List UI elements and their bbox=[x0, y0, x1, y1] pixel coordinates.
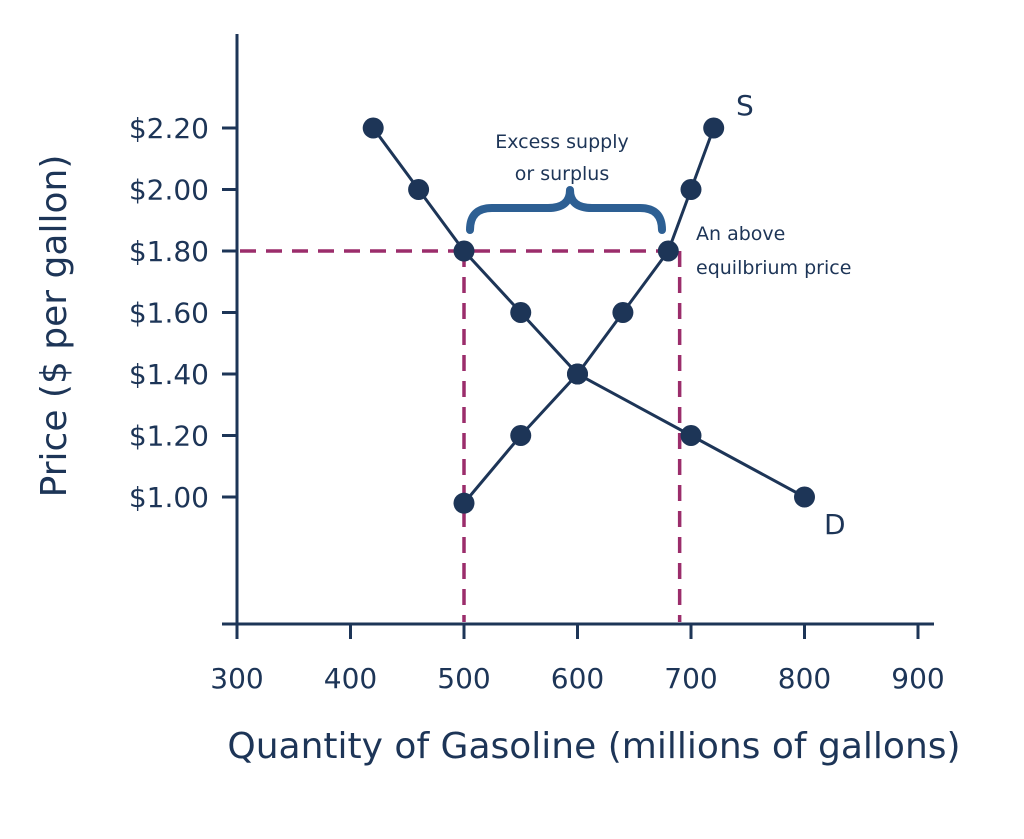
y-tick-label-6: $2.20 bbox=[129, 112, 209, 145]
supply-point-0 bbox=[453, 492, 475, 514]
price-label-line2: equilbrium price bbox=[696, 257, 851, 279]
supply-point-1 bbox=[510, 425, 532, 446]
demand-point-5 bbox=[680, 425, 702, 446]
demand-curve-label: D bbox=[824, 508, 846, 541]
supply-point-4 bbox=[657, 240, 679, 262]
y-tick-label-4: $1.80 bbox=[129, 235, 209, 268]
demand-point-6 bbox=[794, 486, 815, 508]
demand-point-3 bbox=[510, 302, 532, 323]
x-tick-label-800: 800 bbox=[778, 662, 831, 695]
data-points bbox=[362, 117, 815, 514]
supply-point-5 bbox=[680, 179, 702, 200]
x-axis-ticks: 300 400 500 600 700 800 900 bbox=[210, 624, 945, 695]
y-axis-title: Price ($ per gallon) bbox=[34, 155, 75, 498]
x-tick-label-600: 600 bbox=[551, 662, 604, 695]
y-tick-label-1: $1.20 bbox=[129, 420, 209, 453]
y-tick-label-3: $1.60 bbox=[129, 297, 209, 330]
supply-point-2 bbox=[567, 363, 588, 385]
price-label-line1: An above bbox=[696, 223, 785, 245]
demand-point-2 bbox=[453, 240, 475, 262]
supply-point-3 bbox=[612, 302, 634, 323]
y-tick-label-0: $1.00 bbox=[129, 481, 209, 514]
x-tick-label-900: 900 bbox=[891, 662, 944, 695]
x-tick-label-700: 700 bbox=[664, 662, 717, 695]
surplus-label-line1: Excess supply bbox=[495, 131, 628, 153]
supply-curve-label: S bbox=[736, 89, 754, 122]
supply-point-6 bbox=[703, 117, 725, 139]
y-tick-label-5: $2.00 bbox=[129, 174, 209, 207]
x-axis-title: Quantity of Gasoline (millions of gallon… bbox=[227, 726, 960, 767]
demand-point-0 bbox=[362, 117, 384, 139]
x-tick-label-500: 500 bbox=[437, 662, 490, 695]
surplus-label-line2: or surplus bbox=[515, 163, 610, 185]
y-tick-label-2: $1.40 bbox=[129, 358, 209, 391]
demand-point-1 bbox=[408, 179, 430, 200]
surplus-brace bbox=[466, 186, 666, 234]
x-tick-label-300: 300 bbox=[210, 662, 263, 695]
reference-lines bbox=[240, 249, 682, 622]
x-tick-label-400: 400 bbox=[324, 662, 377, 695]
y-axis-ticks: $1.00 $1.20 $1.40 $1.60 $1.80 $2.00 $2.20 bbox=[129, 112, 237, 514]
